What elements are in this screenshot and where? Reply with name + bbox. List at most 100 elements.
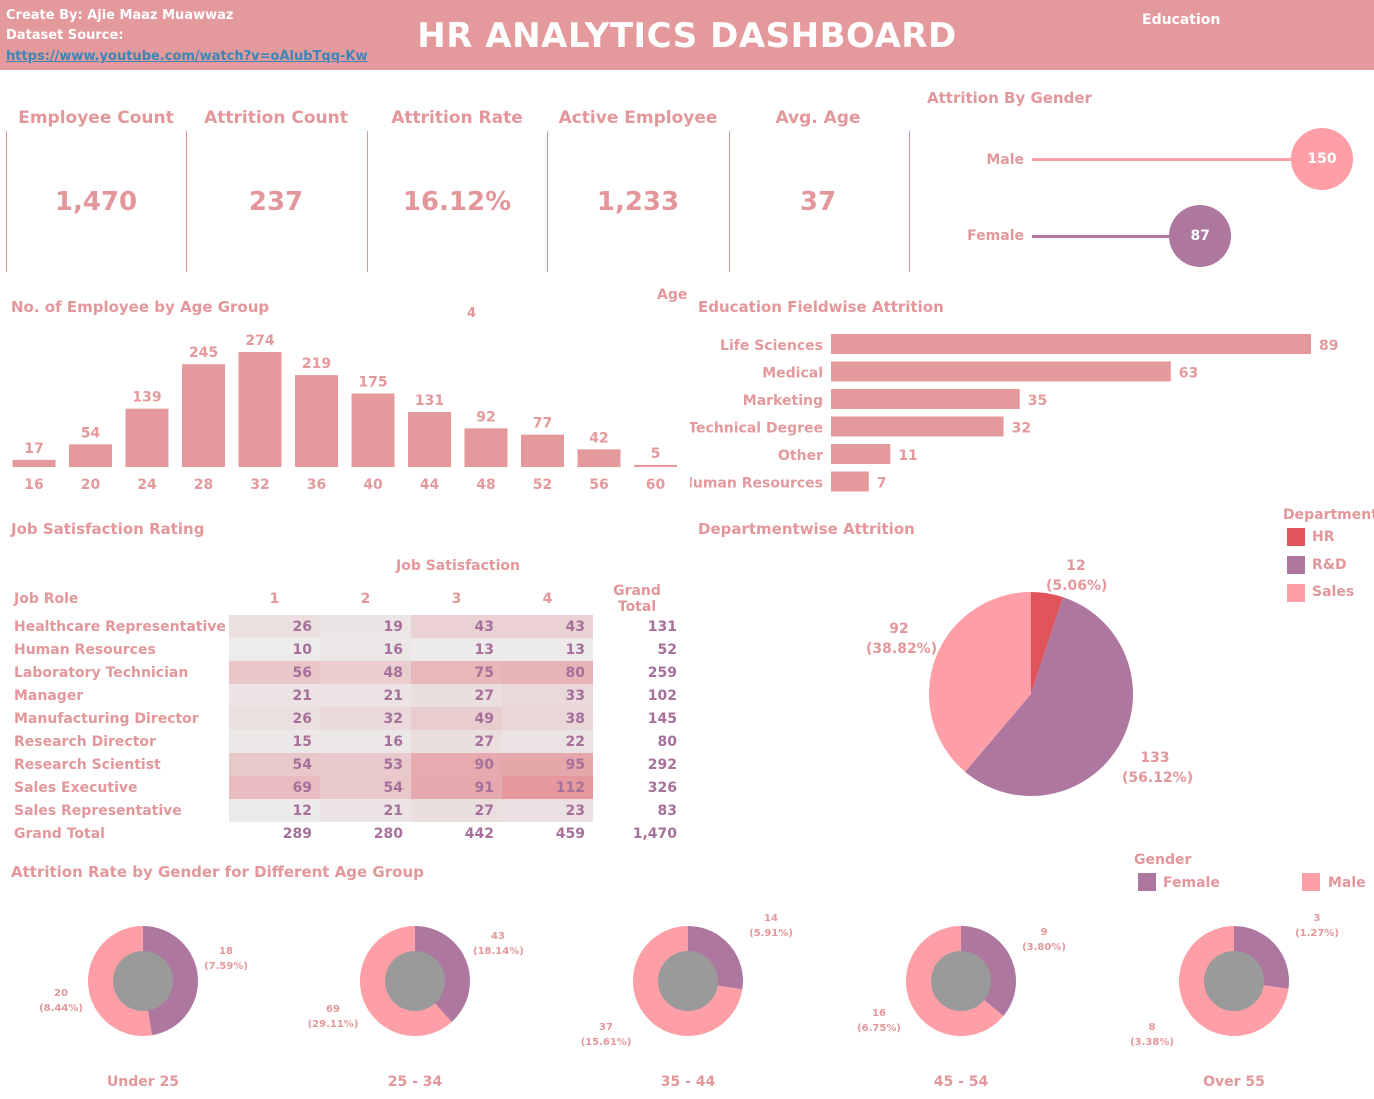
age-bar[interactable] xyxy=(408,412,451,467)
heatmap-cell[interactable]: 19 xyxy=(320,615,411,638)
age-filter-label[interactable]: Age xyxy=(657,287,688,303)
heatmap-cell[interactable]: 75 xyxy=(411,661,502,684)
legend-item-male[interactable]: Male xyxy=(1328,875,1366,891)
kpi-avg-age: Avg. Age 37 xyxy=(728,104,908,272)
heatmap-cell[interactable]: 43 xyxy=(502,615,593,638)
gender-bubble-male[interactable]: 150 xyxy=(1291,128,1353,190)
age-bar[interactable] xyxy=(125,408,169,467)
legend-item-female[interactable]: Female xyxy=(1163,875,1220,891)
age-bar[interactable] xyxy=(238,352,282,467)
heatmap-cell[interactable]: 23 xyxy=(502,799,593,822)
age-bar[interactable] xyxy=(12,459,56,467)
heatmap-cell[interactable]: 21 xyxy=(229,684,320,707)
age-bar-value: 245 xyxy=(189,345,218,361)
heatmap-cell[interactable]: 12 xyxy=(229,799,320,822)
legend-swatch-female xyxy=(1138,873,1156,891)
heatmap-cell[interactable]: 26 xyxy=(229,615,320,638)
heatmap-cell[interactable]: 32 xyxy=(320,707,411,730)
age-group-label: 25 - 34 xyxy=(387,1074,443,1090)
age-group-label: 45 - 54 xyxy=(933,1074,989,1090)
department-pie-chart xyxy=(929,592,1133,796)
donut-chart xyxy=(1179,926,1289,1036)
heatmap-cell[interactable]: 26 xyxy=(229,707,320,730)
heatmap-cell[interactable]: 21 xyxy=(320,684,411,707)
donut-hole xyxy=(931,951,991,1011)
legend-swatch-male xyxy=(1302,873,1320,891)
gender-bubble-female[interactable]: 87 xyxy=(1169,205,1232,267)
table-row: Manager 21 21 27 33 102 xyxy=(11,684,681,707)
age-group-label: Under 25 xyxy=(106,1074,180,1090)
heatmap-cell[interactable]: 90 xyxy=(411,753,502,776)
heatmap-cell[interactable]: 53 xyxy=(320,753,411,776)
kpi-divider xyxy=(547,131,548,272)
heatmap-cell[interactable]: 16 xyxy=(320,730,411,753)
row-grand-total: 259 xyxy=(647,664,677,681)
heatmap-cell[interactable]: 10 xyxy=(229,638,320,661)
heatmap-cell[interactable]: 54 xyxy=(320,776,411,799)
gender-age-title: Attrition Rate by Gender for Different A… xyxy=(11,863,424,881)
education-filter-label[interactable]: Education xyxy=(1142,12,1221,28)
heatmap-cell[interactable]: 27 xyxy=(411,799,502,822)
edu-bar[interactable] xyxy=(831,361,1171,382)
age-bar[interactable] xyxy=(521,434,564,467)
heatmap-cell[interactable]: 91 xyxy=(411,776,502,799)
kpi-value: 16.12% xyxy=(402,187,512,217)
heatmap-cell[interactable]: 56 xyxy=(229,661,320,684)
age-bar[interactable] xyxy=(351,393,395,467)
age-bar-value: 17 xyxy=(24,441,43,457)
grand-total-row: Grand Total 289 280 442 459 1,470 xyxy=(11,822,681,845)
age-tick-label: 20 xyxy=(81,477,101,493)
job-satisfaction-table: Job Role 1 2 3 4 Grand Total Healthcare … xyxy=(11,583,681,845)
heatmap-cell[interactable]: 27 xyxy=(411,730,502,753)
row-grand-total: 102 xyxy=(647,687,677,704)
donut-label-female: 14 (5.91%) xyxy=(749,913,793,939)
heatmap-cell[interactable]: 54 xyxy=(229,753,320,776)
heatmap-cell[interactable]: 13 xyxy=(502,638,593,661)
edu-bar[interactable] xyxy=(831,416,1004,437)
row-grand-total: 52 xyxy=(657,641,677,658)
heatmap-cell[interactable]: 49 xyxy=(411,707,502,730)
edu-bar[interactable] xyxy=(831,389,1020,409)
heatmap-cell[interactable]: 16 xyxy=(320,638,411,661)
heatmap-cell[interactable]: 33 xyxy=(502,684,593,707)
age-bar[interactable] xyxy=(69,444,112,467)
age-bar[interactable] xyxy=(577,449,621,467)
dataset-source-link[interactable]: https://www.youtube.com/watch?v=oAlubTqq… xyxy=(6,49,368,64)
heatmap-cell[interactable]: 43 xyxy=(411,615,502,638)
pie-slice-rd[interactable] xyxy=(965,597,1133,796)
grand-total-cell: 289 xyxy=(282,825,312,842)
age-bar[interactable] xyxy=(295,375,338,467)
edu-bar[interactable] xyxy=(831,334,1311,354)
edu-category-label: Human Resources xyxy=(690,476,823,492)
heatmap-cell[interactable]: 22 xyxy=(502,730,593,753)
kpi-value: 1,470 xyxy=(54,187,138,217)
heatmap-cell[interactable]: 69 xyxy=(229,776,320,799)
department-title: Departmentwise Attrition xyxy=(698,520,915,538)
heatmap-cell[interactable]: 15 xyxy=(229,730,320,753)
age-bar[interactable] xyxy=(634,464,677,467)
heatmap-cell[interactable]: 48 xyxy=(320,661,411,684)
heatmap-cell[interactable]: 112 xyxy=(502,776,593,799)
legend-item-sales[interactable]: Sales xyxy=(1312,584,1355,600)
heatmap-cell[interactable]: 27 xyxy=(411,684,502,707)
age-bar[interactable] xyxy=(182,364,225,467)
age-bar-value: 139 xyxy=(132,390,161,406)
kpi-title: Attrition Count xyxy=(204,108,348,128)
heatmap-cell[interactable]: 38 xyxy=(502,707,593,730)
heatmap-cell[interactable]: 21 xyxy=(320,799,411,822)
heatmap-cell[interactable]: 95 xyxy=(502,753,593,776)
heatmap-cell[interactable]: 13 xyxy=(411,638,502,661)
table-row: Research Director 15 16 27 22 80 xyxy=(11,730,681,753)
age-bar[interactable] xyxy=(464,428,508,467)
pie-slice-sales[interactable] xyxy=(929,592,1031,772)
pie-slice-hr[interactable] xyxy=(1031,592,1063,694)
heatmap-cell[interactable]: 80 xyxy=(502,661,593,684)
gender-line-male xyxy=(1032,158,1322,161)
edu-bar[interactable] xyxy=(831,444,891,464)
edu-bar[interactable] xyxy=(831,471,869,492)
legend-item-hr[interactable]: HR xyxy=(1312,529,1335,545)
age-tick-label: 56 xyxy=(589,477,608,493)
kpi-attrition-rate: Attrition Rate 16.12% xyxy=(367,104,547,272)
education-field-chart: Life Sciences 89 Medical 63 Marketing 35 Techn… xyxy=(690,334,1338,492)
legend-item-rnd[interactable]: R&D xyxy=(1312,557,1347,573)
